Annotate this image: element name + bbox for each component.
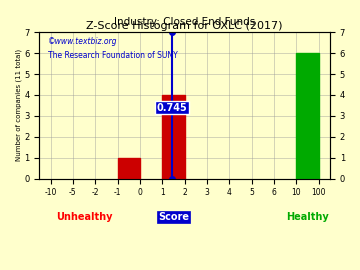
Text: Score: Score bbox=[158, 212, 189, 222]
Text: Industry: Closed End Funds: Industry: Closed End Funds bbox=[114, 17, 255, 27]
Text: Unhealthy: Unhealthy bbox=[56, 212, 112, 222]
Bar bbox=[118, 158, 140, 178]
Text: The Research Foundation of SUNY: The Research Foundation of SUNY bbox=[48, 51, 178, 60]
Text: Healthy: Healthy bbox=[286, 212, 329, 222]
Text: 0.745: 0.745 bbox=[157, 103, 188, 113]
Bar bbox=[296, 53, 319, 178]
Y-axis label: Number of companies (11 total): Number of companies (11 total) bbox=[15, 49, 22, 161]
Text: ©www.textbiz.org: ©www.textbiz.org bbox=[48, 37, 118, 46]
Title: Z-Score Histogram for OXLC (2017): Z-Score Histogram for OXLC (2017) bbox=[86, 22, 283, 32]
Bar bbox=[162, 95, 185, 178]
